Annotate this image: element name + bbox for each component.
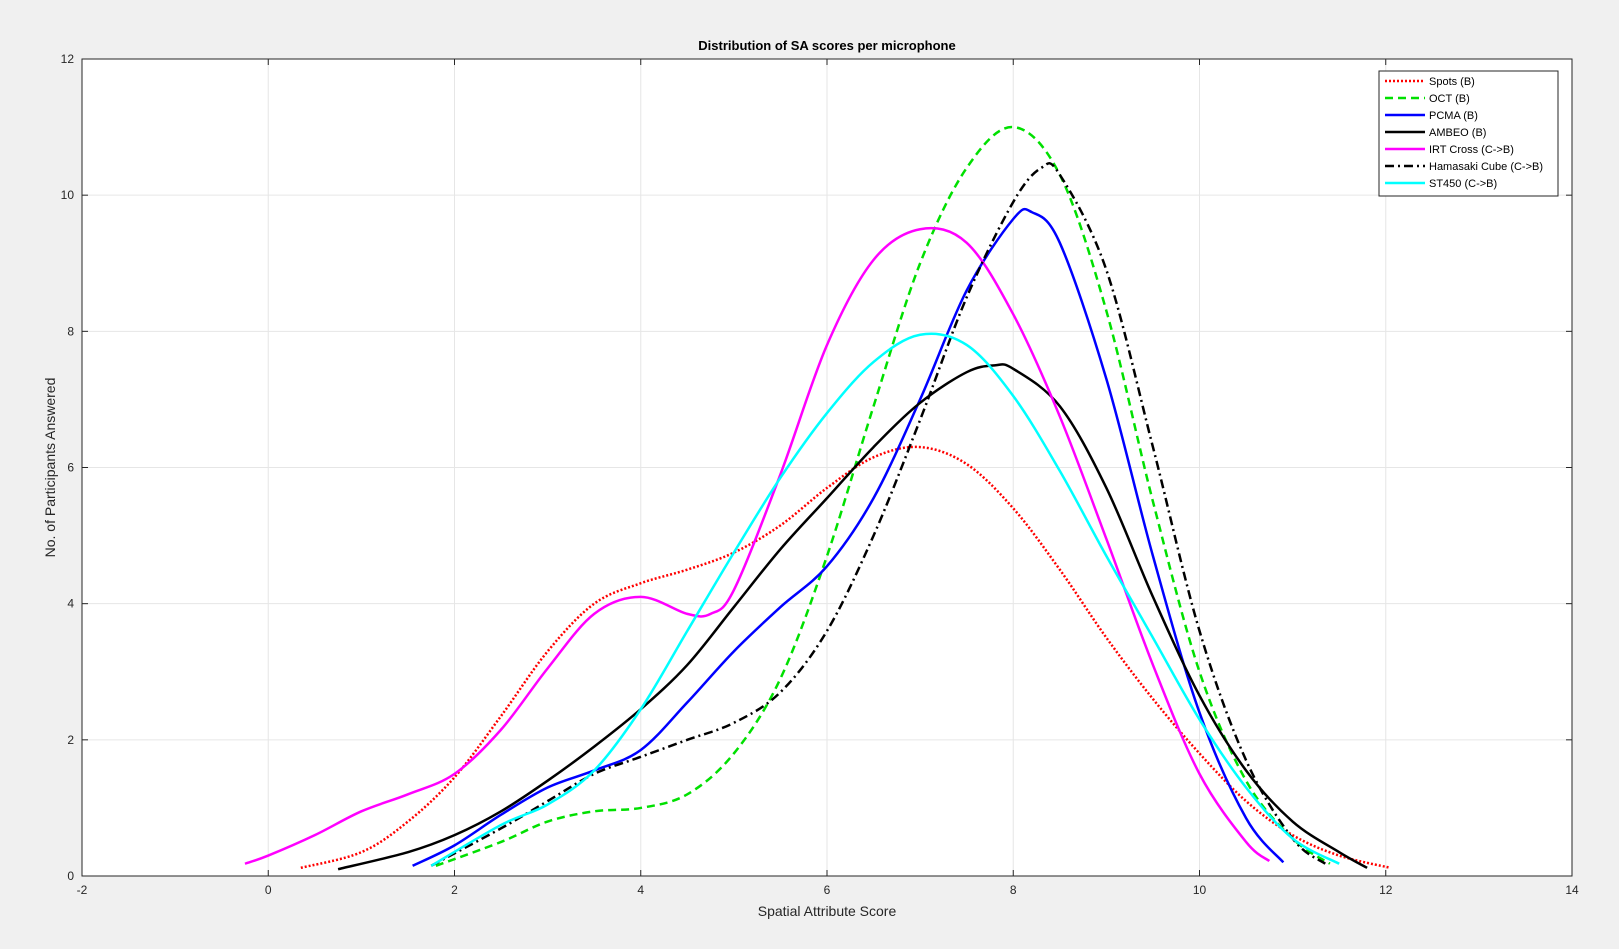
y-tick-label: 4	[67, 597, 74, 611]
series-line-5	[430, 162, 1326, 867]
x-tick-label: 10	[1193, 883, 1207, 897]
y-tick-label: 6	[67, 461, 74, 475]
legend-label: OCT (B)	[1429, 93, 1470, 105]
legend-label: ST450 (C->B)	[1429, 178, 1497, 190]
y-tick-label: 2	[67, 733, 74, 747]
y-tick-label: 10	[61, 188, 75, 202]
series-line-1	[435, 125, 1331, 867]
series-line-0	[300, 445, 1391, 870]
series-line-3	[337, 363, 1368, 871]
x-tick-label: 14	[1565, 883, 1579, 897]
legend-label: Spots (B)	[1429, 76, 1475, 88]
legend-label: PCMA (B)	[1429, 110, 1478, 122]
legend-label: IRT Cross (C->B)	[1429, 144, 1514, 156]
legend-box	[1378, 70, 1559, 197]
x-tick-label: -2	[77, 883, 88, 897]
series-line-6	[430, 332, 1340, 867]
legend-label: AMBEO (B)	[1429, 127, 1486, 139]
y-axis-title: No. of Participants Answered	[42, 378, 58, 558]
y-tick-label: 0	[67, 869, 74, 883]
x-tick-label: 8	[1010, 883, 1017, 897]
legend: Spots (B) OCT (B) PCMA (B) AMBEO (B) IRT Cro…	[1378, 70, 1559, 197]
x-tick-label: 6	[824, 883, 831, 897]
x-tick-label: 2	[451, 883, 458, 897]
y-tick-label: 12	[61, 52, 75, 66]
x-tick-label: 4	[637, 883, 644, 897]
y-tick-label: 8	[67, 324, 74, 338]
chart-title: Distribution of SA scores per microphone	[698, 38, 955, 53]
legend-label: Hamasaki Cube (C->B)	[1429, 161, 1543, 173]
series-lines	[244, 125, 1391, 871]
x-tick-label: 12	[1379, 883, 1393, 897]
x-tick-label: 0	[265, 883, 272, 897]
x-axis-title: Spatial Attribute Score	[758, 903, 897, 919]
